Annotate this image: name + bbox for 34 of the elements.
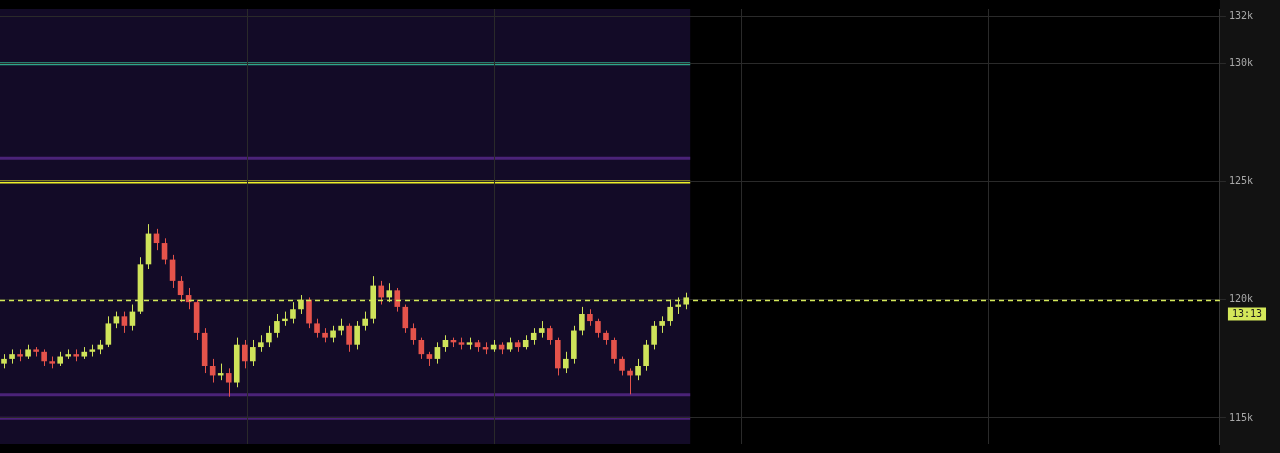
y-tick-label: 132k [1228, 9, 1254, 21]
candlestick [105, 315, 112, 348]
y-tick-label: 115k [1228, 411, 1254, 423]
candlestick [306, 296, 312, 329]
candlestick [434, 341, 441, 365]
y-tick-label: 130k [1228, 56, 1254, 68]
candlestick [546, 325, 553, 346]
candlestick [635, 358, 641, 381]
candlestick [410, 322, 417, 346]
y-tick-label: 125k [1228, 175, 1254, 187]
candlestick [394, 287, 401, 313]
candlestick [274, 313, 280, 339]
candlestick [266, 325, 272, 348]
candlestick [651, 320, 657, 350]
candlestick [354, 320, 360, 350]
candlestick [643, 339, 649, 372]
candlestick [611, 337, 617, 365]
candlestick [241, 339, 248, 369]
candlestick [402, 304, 409, 334]
candlestick [362, 311, 368, 332]
candlestick [579, 306, 585, 336]
text: 13:13 [1231, 308, 1263, 320]
candlestick [225, 367, 232, 398]
candlestick [250, 339, 256, 367]
candlestick [563, 351, 569, 374]
candlestick [121, 311, 128, 334]
y-tick-label: 120k [1228, 293, 1254, 305]
candlestick [290, 301, 296, 324]
candlestick [595, 318, 601, 339]
candlestick [619, 356, 625, 376]
candlestick [161, 237, 168, 265]
candlestick [378, 280, 385, 306]
candlestick [346, 322, 352, 353]
candlestick [314, 318, 320, 339]
